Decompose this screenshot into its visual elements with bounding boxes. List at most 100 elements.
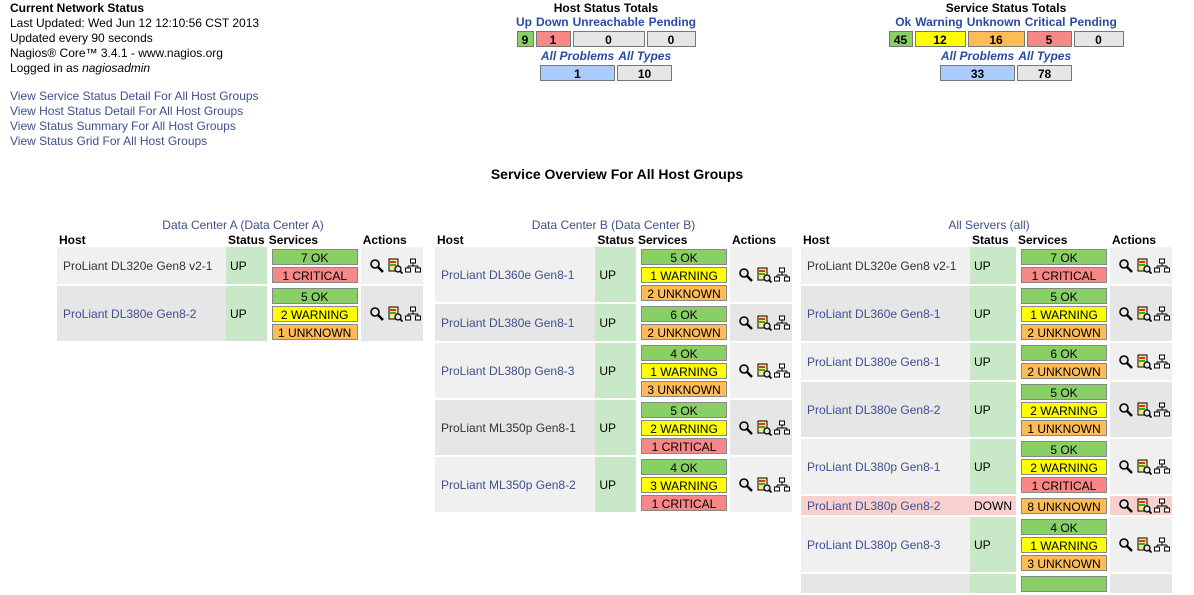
service-count-badge[interactable]: 7 OK: [271, 249, 358, 265]
host-name-link[interactable]: ProLiant ML350p Gen8-2: [441, 477, 576, 492]
service-warning-link[interactable]: Warning: [915, 15, 963, 29]
search-icon[interactable]: [369, 258, 385, 274]
search-icon[interactable]: [1118, 306, 1134, 322]
service-count-badge[interactable]: 1 WARNING: [1021, 306, 1107, 322]
host-name-link[interactable]: ProLiant DL380e Gen8-2: [807, 402, 941, 417]
service-detail-icon[interactable]: [387, 258, 403, 274]
service-count-badge[interactable]: 2 UNKNOWN: [641, 324, 727, 340]
service-count-badge[interactable]: 2 UNKNOWN: [1021, 324, 1107, 340]
host-name-link[interactable]: ProLiant DL360e Gen8-1: [807, 306, 941, 321]
search-icon[interactable]: [738, 363, 754, 379]
service-detail-icon[interactable]: [756, 477, 773, 493]
service-count-badge[interactable]: 1 WARNING: [1021, 537, 1107, 553]
status-map-icon[interactable]: [1154, 306, 1170, 322]
search-icon[interactable]: [1118, 459, 1134, 475]
service-count-badge[interactable]: 1 CRITICAL: [271, 267, 358, 283]
service-detail-icon[interactable]: [1136, 258, 1153, 274]
hostgroup-alias-link[interactable]: (Data Center B): [607, 218, 696, 232]
hostgroup-alias-link[interactable]: (all): [1006, 218, 1030, 232]
service-count-badge[interactable]: 5 OK: [271, 288, 358, 304]
service-count-badge[interactable]: 2 UNKNOWN: [641, 285, 727, 301]
host-down-count[interactable]: 1: [535, 31, 571, 47]
status-map-icon[interactable]: [1154, 258, 1170, 274]
search-icon[interactable]: [1118, 258, 1134, 274]
service-count-badge[interactable]: 5 OK: [641, 249, 727, 265]
host-name-link[interactable]: ProLiant DL380p Gen8-3: [441, 363, 575, 378]
service-all-types-count[interactable]: 78: [1017, 65, 1072, 81]
service-detail-icon[interactable]: [756, 420, 773, 436]
service-count-badge[interactable]: 3 UNKNOWN: [641, 381, 727, 397]
service-count-badge[interactable]: 3 WARNING: [641, 477, 727, 493]
link-host-status-detail[interactable]: View Host Status Detail For All Host Gro…: [10, 104, 244, 118]
host-name-link[interactable]: ProLiant ML350p Gen8-1: [441, 420, 576, 435]
search-icon[interactable]: [738, 420, 754, 436]
status-map-icon[interactable]: [1154, 354, 1170, 370]
search-icon[interactable]: [1118, 402, 1134, 418]
service-unknown-link[interactable]: Unknown: [966, 15, 1021, 29]
host-name-link[interactable]: ProLiant DL380e Gen8-1: [441, 315, 575, 330]
status-map-icon[interactable]: [1154, 402, 1170, 418]
hostgroup-alias-link[interactable]: (Data Center A): [237, 218, 324, 232]
host-name-link[interactable]: ProLiant DL380e Gen8-1: [807, 354, 941, 369]
host-name-link[interactable]: ProLiant DL380p Gen8-3: [807, 537, 941, 552]
status-map-icon[interactable]: [404, 306, 421, 322]
service-count-badge[interactable]: 1 CRITICAL: [1021, 267, 1107, 283]
service-detail-icon[interactable]: [756, 267, 773, 283]
search-icon[interactable]: [1118, 537, 1134, 553]
service-detail-icon[interactable]: [1136, 459, 1153, 475]
service-count-badge[interactable]: 5 OK: [1021, 441, 1107, 457]
host-all-problems-count[interactable]: 1: [540, 65, 615, 81]
hostgroup-name-link[interactable]: Data Center B: [531, 218, 608, 232]
hostgroup-name-link[interactable]: Data Center A: [162, 218, 237, 232]
status-map-icon[interactable]: [404, 258, 421, 274]
host-name-link[interactable]: ProLiant DL320e Gen8 v2-1: [807, 258, 957, 273]
status-map-icon[interactable]: [1154, 537, 1170, 553]
host-all-types-link[interactable]: All Types: [618, 49, 672, 63]
service-ok-link[interactable]: Ok: [895, 15, 912, 29]
service-count-badge[interactable]: 1 CRITICAL: [641, 495, 727, 511]
service-count-badge[interactable]: 2 WARNING: [1021, 402, 1107, 418]
service-detail-icon[interactable]: [1136, 402, 1153, 418]
service-count-badge[interactable]: 2 UNKNOWN: [1021, 363, 1107, 379]
service-count-badge[interactable]: 4 OK: [641, 459, 727, 475]
service-detail-icon[interactable]: [387, 306, 403, 322]
search-icon[interactable]: [738, 267, 754, 283]
service-critical-count[interactable]: 5: [1026, 31, 1072, 47]
service-count-badge[interactable]: 4 OK: [641, 345, 727, 361]
service-count-badge[interactable]: 1 WARNING: [641, 363, 727, 379]
host-all-problems-link[interactable]: All Problems: [540, 49, 615, 63]
service-count-badge[interactable]: 1 UNKNOWN: [271, 324, 358, 340]
service-count-badge[interactable]: 5 OK: [641, 402, 727, 418]
host-up-count[interactable]: 9: [516, 31, 534, 47]
service-count-badge[interactable]: 3 UNKNOWN: [1021, 555, 1107, 571]
hostgroup-name-link[interactable]: All Servers: [948, 218, 1007, 232]
host-name-link[interactable]: ProLiant DL360e Gen8-1: [441, 267, 575, 282]
host-name-link[interactable]: ProLiant DL380p Gen8-1: [807, 459, 941, 474]
service-all-types-link[interactable]: All Types: [1018, 49, 1072, 63]
service-count-badge[interactable]: 1 WARNING: [641, 267, 727, 283]
service-count-badge[interactable]: 8 UNKNOWN: [1021, 498, 1107, 514]
service-count-badge[interactable]: 4 OK: [1021, 519, 1107, 535]
status-map-icon[interactable]: [774, 267, 790, 283]
status-map-icon[interactable]: [774, 363, 790, 379]
service-count-badge[interactable]: 1 CRITICAL: [641, 438, 727, 454]
status-map-icon[interactable]: [774, 420, 790, 436]
service-count-badge[interactable]: 5 OK: [1021, 384, 1107, 400]
status-map-icon[interactable]: [1154, 498, 1170, 514]
service-detail-icon[interactable]: [1136, 537, 1153, 553]
service-all-problems-link[interactable]: All Problems: [940, 49, 1015, 63]
search-icon[interactable]: [738, 315, 754, 331]
service-detail-icon[interactable]: [756, 315, 773, 331]
status-map-icon[interactable]: [774, 477, 790, 493]
host-pending-link[interactable]: Pending: [648, 15, 697, 29]
host-name-link[interactable]: ProLiant DL380e Gen8-2: [63, 306, 197, 321]
service-detail-icon[interactable]: [756, 363, 773, 379]
service-count-badge[interactable]: 7 OK: [1021, 249, 1107, 265]
service-count-badge[interactable]: 6 OK: [641, 306, 727, 322]
service-pending-count[interactable]: 0: [1073, 31, 1124, 47]
link-status-grid[interactable]: View Status Grid For All Host Groups: [10, 134, 208, 148]
service-count-badge[interactable]: 5 OK: [1021, 288, 1107, 304]
host-name-link[interactable]: ProLiant DL380p Gen8-2: [807, 498, 941, 513]
service-count-badge[interactable]: 1 CRITICAL: [1021, 477, 1107, 493]
service-unknown-count[interactable]: 16: [967, 31, 1025, 47]
